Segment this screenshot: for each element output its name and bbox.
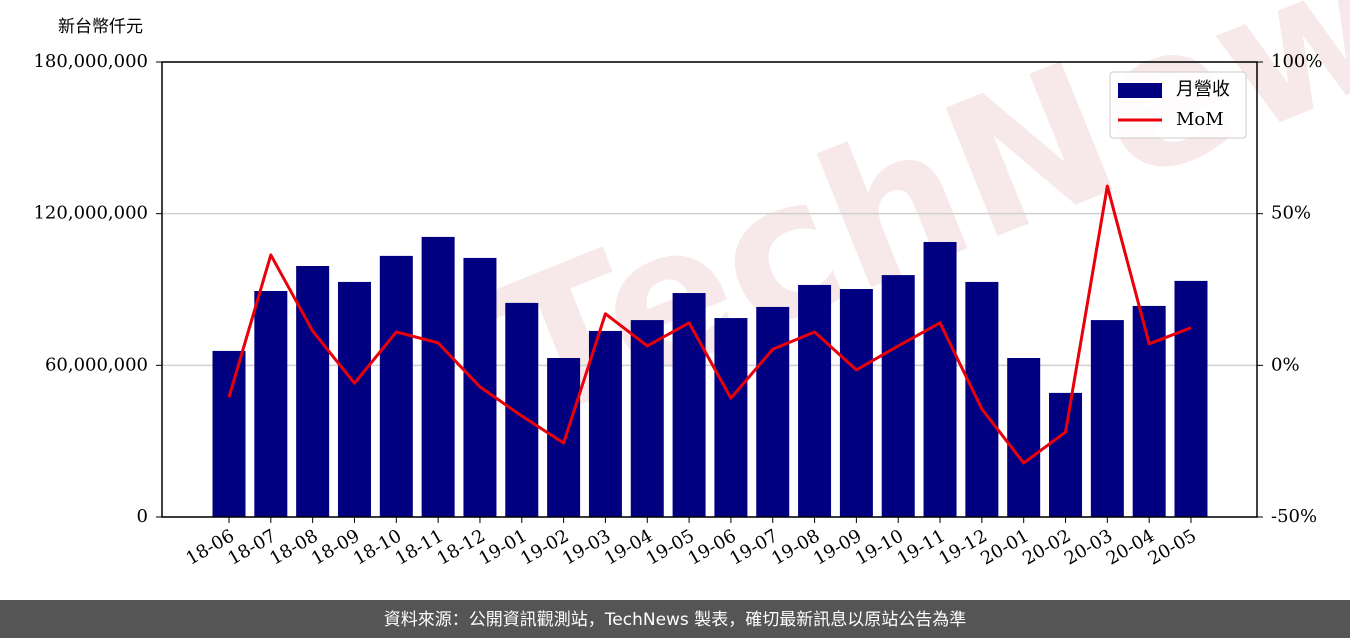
bar	[672, 293, 706, 517]
bar	[379, 255, 413, 517]
bar	[756, 306, 790, 517]
y-tick-label: 0	[137, 506, 148, 527]
y2-tick-label: -50%	[1271, 506, 1317, 527]
y-tick-label: 120,000,000	[33, 203, 148, 224]
bar	[630, 320, 664, 517]
y-tick-label: 60,000,000	[45, 354, 148, 375]
footer-bar	[0, 600, 1350, 638]
x-tick-label: 20-05	[1145, 525, 1200, 569]
bar	[505, 302, 539, 517]
y-axis-label: 新台幣仟元	[58, 17, 143, 37]
bar	[1007, 358, 1041, 517]
legend-swatch	[1118, 83, 1162, 98]
bar	[798, 284, 832, 517]
bar	[421, 236, 455, 517]
y2-tick-label: 0%	[1271, 354, 1300, 375]
bar	[212, 350, 246, 517]
bar	[965, 281, 999, 517]
bar	[1049, 392, 1083, 517]
line	[227, 184, 1192, 465]
bar	[1132, 305, 1166, 517]
y-tick-label: 180,000,000	[33, 51, 148, 72]
bar	[296, 265, 330, 517]
bar	[881, 275, 915, 517]
bar	[547, 358, 581, 517]
legend-label: 月營收	[1176, 79, 1230, 100]
bar	[588, 330, 622, 517]
bar	[1174, 280, 1208, 517]
bar	[254, 291, 288, 517]
plot-frame	[161, 61, 1258, 518]
bar	[839, 288, 873, 517]
bar	[923, 241, 957, 517]
y2-tick-label: 100%	[1271, 51, 1322, 72]
bar	[714, 318, 748, 517]
legend-label: MoM	[1176, 109, 1224, 130]
y2-tick-label: 50%	[1271, 203, 1311, 224]
bar	[1090, 320, 1124, 517]
bar	[337, 281, 371, 517]
footer: 資料來源：公開資訊觀測站，TechNews 製表，確切最新訊息以原站公告為準	[384, 610, 966, 630]
